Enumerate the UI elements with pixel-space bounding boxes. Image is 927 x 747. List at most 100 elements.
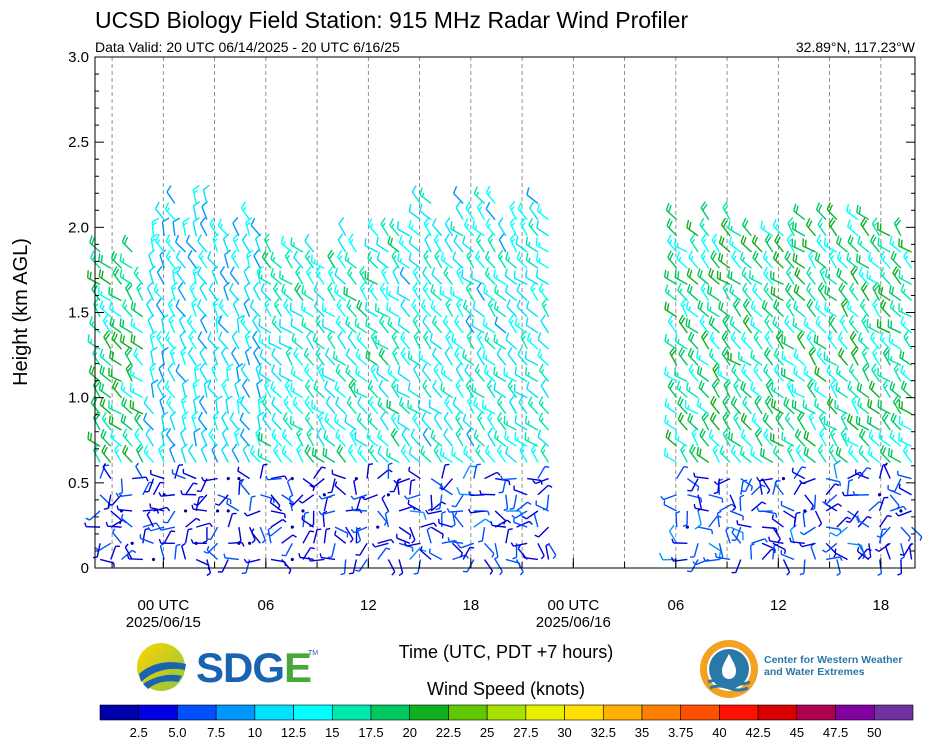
barb-feather <box>894 397 900 405</box>
barb-feather <box>113 333 118 342</box>
barb-shaft <box>505 339 517 350</box>
barb-half-feather <box>110 404 113 410</box>
barb-half-feather <box>318 368 323 373</box>
wind-barb <box>217 559 229 573</box>
barb-half-feather <box>145 450 149 455</box>
barb-feather <box>411 298 417 307</box>
barb-half-feather <box>817 321 821 326</box>
barb-shaft <box>296 449 304 463</box>
wind-barb <box>456 486 474 496</box>
wind-barb <box>791 221 806 237</box>
barb-shaft <box>900 526 911 538</box>
wind-barb <box>303 347 315 366</box>
barb-feather <box>882 346 889 354</box>
barb-feather <box>421 412 426 420</box>
barb-feather <box>100 254 104 263</box>
wind-barb <box>229 282 240 302</box>
barb-shaft <box>316 433 325 447</box>
barb-shaft <box>291 339 304 350</box>
wind-barb <box>674 269 688 286</box>
barb-feather <box>506 299 511 307</box>
wind-barb <box>741 266 752 285</box>
wind-barb <box>317 362 325 382</box>
wind-barb <box>324 380 336 399</box>
barb-feather <box>386 286 389 295</box>
barb-half-feather <box>328 287 333 292</box>
barb-half-feather <box>702 255 706 260</box>
barb-feather <box>494 316 499 325</box>
wind-barb <box>813 334 827 350</box>
wind-barb <box>728 236 742 253</box>
barb-shaft <box>497 402 507 415</box>
barb-feather <box>181 395 188 401</box>
wind-barb <box>828 314 838 334</box>
barb-half-feather <box>411 547 414 552</box>
wind-barb <box>430 429 443 447</box>
barb-shaft <box>355 526 362 541</box>
barb-half-feather <box>487 223 491 228</box>
barb-half-feather <box>158 492 162 497</box>
barb-half-feather <box>892 305 895 310</box>
barb-feather <box>869 331 875 339</box>
barb-shaft <box>872 352 881 366</box>
barb-half-feather <box>710 353 714 358</box>
wind-barb <box>212 297 220 317</box>
barb-half-feather <box>485 289 489 295</box>
barb-shaft <box>808 352 817 366</box>
barb-half-feather <box>348 572 354 575</box>
barb-half-feather <box>688 387 691 392</box>
wind-barb <box>706 301 720 318</box>
barb-shaft <box>178 319 187 334</box>
barb-half-feather <box>390 539 395 544</box>
barb-shaft <box>536 276 549 285</box>
wind-barb <box>664 398 678 415</box>
barb-half-feather <box>485 322 488 328</box>
barb-half-feather <box>379 434 383 440</box>
barb-half-feather <box>691 238 696 244</box>
barb-half-feather <box>325 435 329 440</box>
wind-barb <box>391 379 400 399</box>
barb-half-feather <box>155 288 159 294</box>
barb-half-feather <box>298 553 301 558</box>
wind-barb <box>249 299 261 318</box>
wind-barb <box>509 217 518 237</box>
barb-half-feather <box>372 335 377 340</box>
wind-barb <box>817 443 827 463</box>
barb-shaft <box>837 354 849 366</box>
wind-barb <box>515 236 528 253</box>
barb-half-feather <box>765 319 770 325</box>
barb-half-feather <box>105 521 109 527</box>
barb-half-feather <box>796 511 801 514</box>
wind-barb <box>740 412 752 431</box>
barb-half-feather <box>477 239 482 244</box>
barb-half-feather <box>774 224 778 229</box>
barb-feather <box>133 347 138 356</box>
barb-half-feather <box>309 530 315 533</box>
wind-barb <box>763 282 774 302</box>
barb-shaft <box>231 255 240 269</box>
wind-barb <box>791 467 806 480</box>
barb-half-feather <box>723 206 728 211</box>
wind-barb <box>739 446 752 463</box>
barb-feather <box>884 349 891 357</box>
barb-feather <box>664 301 667 310</box>
barb-half-feather <box>315 337 318 343</box>
barb-shaft <box>750 324 763 334</box>
barb-feather <box>855 253 859 262</box>
barb-shaft <box>740 435 752 447</box>
wind-barb <box>784 315 795 334</box>
barb-shaft <box>396 537 411 544</box>
barb-half-feather <box>666 419 669 425</box>
wind-barb <box>290 383 304 399</box>
barb-shaft <box>255 367 261 382</box>
wind-barb <box>271 347 283 366</box>
barb-half-feather <box>210 433 214 438</box>
barb-half-feather <box>334 481 338 486</box>
barb-half-feather <box>188 320 193 325</box>
barb-feather <box>193 201 201 207</box>
barb-shaft <box>770 293 784 302</box>
barb-shaft <box>377 538 392 544</box>
barb-feather <box>444 395 450 403</box>
barb-feather <box>380 349 386 358</box>
barb-feather <box>199 217 206 224</box>
